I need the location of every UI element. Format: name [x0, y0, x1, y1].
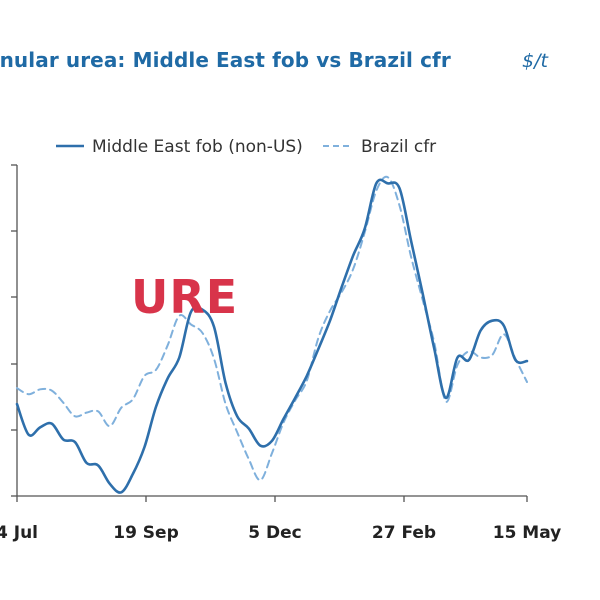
legend-label-solid: Middle East fob (non-US) — [92, 137, 303, 157]
series-line-middle-east-fob — [15, 178, 529, 494]
axes — [11, 164, 528, 502]
x-tick-label: 27 Feb — [372, 523, 436, 543]
x-tick-label: 4 Jul — [0, 523, 38, 543]
legend-label-dashed: Brazil cfr — [361, 137, 436, 157]
unit-label: $/t — [522, 50, 548, 72]
x-tick-labels: 4 Jul 19 Sep 5 Dec 27 Feb 15 May — [0, 523, 561, 543]
x-tick-label: 5 Dec — [248, 523, 301, 543]
x-tick-label: 19 Sep — [113, 523, 179, 543]
legend: Middle East fob (non-US) Brazil cfr — [56, 137, 436, 157]
watermark-text: URE — [131, 270, 239, 324]
x-tick-label: 15 May — [493, 523, 562, 543]
series-layer — [15, 175, 529, 494]
chart-title: anular urea: Middle East fob vs Brazil c… — [0, 48, 451, 72]
series-line-brazil-cfr — [16, 175, 528, 482]
